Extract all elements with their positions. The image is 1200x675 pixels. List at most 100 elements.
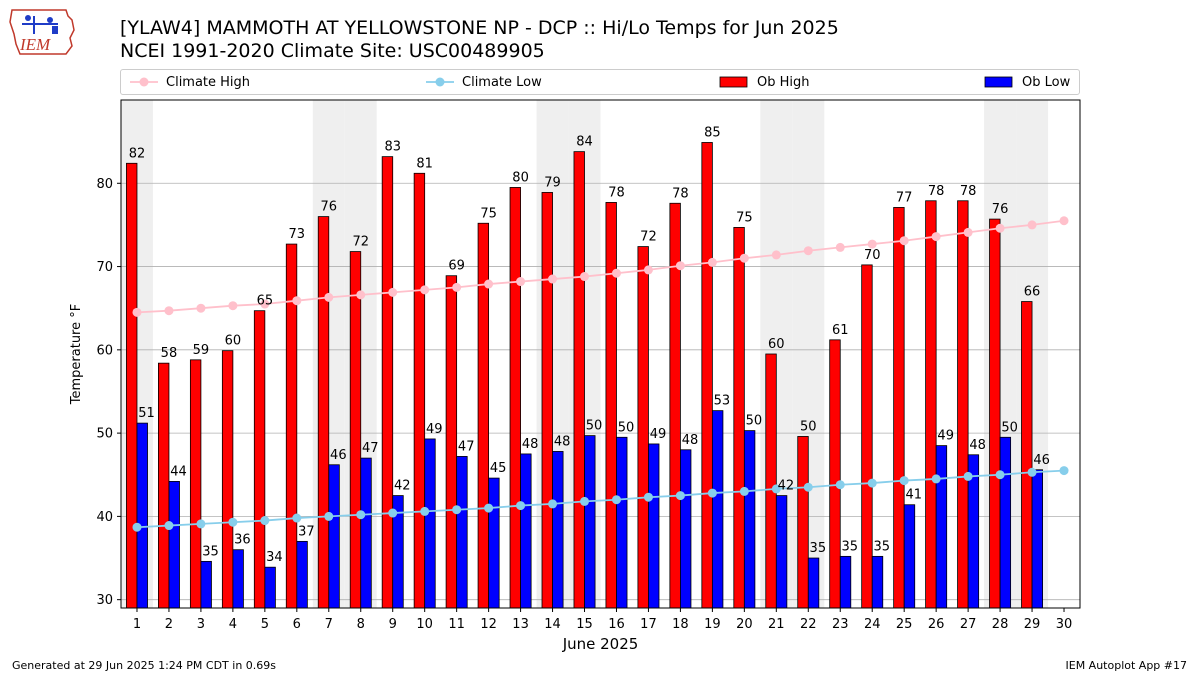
climate-high-point [324, 292, 334, 302]
climate-high-point [963, 227, 973, 237]
y-tick-label: 30 [96, 593, 113, 608]
data-label-ob-high: 69 [448, 259, 465, 274]
bar-ob-low [999, 436, 1012, 609]
bar-ob-low [1031, 469, 1043, 609]
bar-ob-high [765, 353, 777, 609]
bar-ob-high [989, 218, 1001, 609]
climate-low-point [516, 501, 526, 511]
climate-low-point [803, 482, 813, 492]
legend-swatch-climate-high [130, 77, 158, 87]
bar-ob-high [126, 162, 138, 609]
bar-ob-low [360, 457, 372, 609]
data-label-ob-high: 60 [768, 337, 785, 352]
climate-high-point [228, 301, 238, 311]
data-label-ob-low: 46 [1033, 453, 1050, 468]
bar-ob-high [381, 156, 394, 609]
climate-low-point [324, 511, 334, 521]
bar-ob-low [648, 443, 660, 609]
climate-high-point [867, 239, 877, 249]
legend-item-climate-low: Climate Low [426, 70, 542, 94]
x-tick-label: 8 [357, 617, 365, 632]
data-label-ob-high: 75 [736, 210, 753, 225]
x-tick-label: 10 [416, 617, 433, 632]
legend-label-ob-high: Ob High [757, 74, 810, 90]
x-tick-label: 15 [576, 617, 593, 632]
legend-item-climate-high: Climate High [130, 70, 250, 94]
data-label-ob-low: 41 [905, 488, 922, 503]
bar-ob-low [296, 540, 308, 609]
data-label-ob-low: 42 [778, 479, 795, 494]
logo-text: IEM [19, 35, 51, 54]
data-label-ob-low: 50 [1001, 420, 1018, 435]
y-axis-label: Temperature °F [69, 304, 84, 405]
data-label-ob-low: 49 [937, 429, 954, 444]
climate-high-point [516, 277, 526, 287]
x-tick-label: 3 [197, 617, 205, 632]
climate-high-point [611, 268, 621, 278]
app-note: IEM Autoplot App #17 [1065, 659, 1188, 672]
data-label-ob-low: 36 [234, 533, 251, 548]
climate-high-point [835, 242, 845, 252]
legend-item-ob-low: Ob Low [984, 70, 1070, 94]
data-label-ob-high: 77 [896, 190, 913, 205]
data-label-ob-high: 72 [352, 235, 369, 250]
data-label-ob-high: 83 [384, 140, 401, 155]
chart-legend: Climate High Climate Low Ob High Ob Low [120, 69, 1080, 95]
data-label-ob-low: 48 [554, 434, 571, 449]
climate-high-point [995, 223, 1005, 233]
x-tick-label: 30 [1056, 617, 1073, 632]
climate-high-point [196, 303, 206, 313]
bar-ob-high [509, 187, 521, 609]
x-tick-label: 9 [389, 617, 397, 632]
bar-ob-high [637, 246, 649, 609]
bar-ob-high [189, 359, 202, 609]
x-tick-label: 17 [640, 617, 657, 632]
climate-low-point [611, 495, 621, 505]
x-tick-label: 11 [448, 617, 465, 632]
bar-ob-high [605, 202, 617, 609]
y-tick-label: 40 [96, 510, 113, 525]
climate-low-point [771, 484, 781, 494]
bar-ob-low [775, 495, 788, 609]
climate-low-line [136, 469, 1065, 529]
data-label-ob-high: 50 [800, 419, 817, 434]
chart-title: [YLAW4] MAMMOTH AT YELLOWSTONE NP - DCP … [120, 17, 839, 39]
bar-ob-low [488, 477, 500, 609]
data-label-ob-low: 49 [426, 422, 443, 437]
x-tick-label: 25 [896, 617, 913, 632]
climate-low-point [1027, 467, 1037, 477]
climate-high-point [452, 282, 462, 292]
bar-ob-high [701, 142, 713, 609]
x-tick-label: 4 [229, 617, 237, 632]
climate-low-point [420, 506, 430, 516]
climate-high-point [739, 253, 749, 263]
climate-high-point [803, 246, 813, 256]
climate-high-line [136, 219, 1065, 314]
data-label-ob-low: 45 [490, 461, 507, 476]
bar-ob-low [711, 410, 724, 609]
climate-high-point [931, 232, 941, 242]
x-tick-label: 1 [133, 617, 141, 632]
x-tick-label: 28 [992, 617, 1009, 632]
data-label-ob-low: 34 [266, 550, 283, 565]
climate-high-point [548, 274, 558, 284]
climate-high-point [484, 279, 494, 289]
bar-ob-low [328, 464, 340, 609]
bar-ob-high [253, 310, 266, 609]
data-label-ob-high: 78 [928, 184, 945, 199]
climate-high-point [1027, 220, 1037, 230]
data-label-ob-low: 50 [618, 420, 635, 435]
bar-ob-low [456, 456, 468, 609]
iem-logo: IEM [9, 9, 75, 55]
data-label-ob-low: 37 [298, 524, 315, 539]
data-label-ob-high: 72 [640, 230, 657, 245]
data-label-ob-high: 75 [480, 206, 497, 221]
bar-ob-low [807, 557, 820, 609]
x-axis-label: June 2025 [562, 635, 639, 653]
climate-high-point [164, 306, 174, 316]
climate-low-point [484, 503, 494, 513]
data-label-ob-low: 47 [458, 439, 475, 454]
plot-frame [120, 99, 1081, 609]
bar-ob-high [158, 362, 170, 609]
